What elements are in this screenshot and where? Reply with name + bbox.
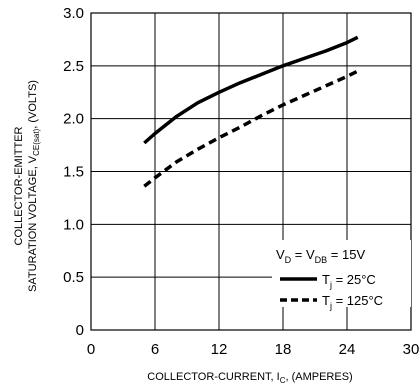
y-tick-label: 0 bbox=[76, 322, 84, 339]
series-lines bbox=[143, 35, 359, 188]
legend-label-125c: Tj = 125°C bbox=[322, 293, 383, 311]
y-tick-label: 2.0 bbox=[63, 111, 84, 128]
x-tick-label: 30 bbox=[403, 341, 419, 358]
y-axis-title-line1: COLLECTOR-EMITTER bbox=[13, 126, 25, 245]
y-tick-labels: 0 0.5 1.0 1.5 2.0 2.5 3.0 bbox=[63, 5, 84, 339]
x-axis-title: COLLECTOR-CURRENT, IC, (AMPERES) bbox=[147, 371, 352, 385]
x-tick-label: 6 bbox=[151, 341, 159, 358]
y-tick-label: 0.5 bbox=[63, 269, 84, 286]
x-tick-label: 0 bbox=[87, 341, 95, 358]
legend-condition: VD = VDB = 15V bbox=[276, 247, 365, 265]
y-tick-label: 2.5 bbox=[63, 58, 84, 75]
y-tick-label: 3.0 bbox=[63, 5, 84, 22]
legend: VD = VDB = 15V Tj = 25°C Tj = 125°C bbox=[272, 240, 411, 311]
legend-box bbox=[272, 240, 411, 307]
series-line-125c bbox=[143, 69, 359, 188]
y-axis-title-line2: SATURATION VOLTAGE, VCE(sat), (VOLTS) bbox=[27, 80, 41, 292]
legend-label-25c: Tj = 25°C bbox=[322, 272, 376, 290]
y-tick-label: 1.5 bbox=[63, 164, 84, 181]
plot-frame bbox=[90, 12, 412, 331]
x-tick-label: 12 bbox=[211, 341, 228, 358]
x-tick-label: 18 bbox=[275, 341, 292, 358]
series-line-25c bbox=[143, 35, 359, 145]
x-tick-label: 24 bbox=[339, 341, 356, 358]
x-tick-labels: 0 6 12 18 24 30 bbox=[87, 341, 419, 358]
y-tick-label: 1.0 bbox=[63, 216, 84, 233]
y-axis-title: COLLECTOR-EMITTER SATURATION VOLTAGE, VC… bbox=[13, 80, 41, 292]
